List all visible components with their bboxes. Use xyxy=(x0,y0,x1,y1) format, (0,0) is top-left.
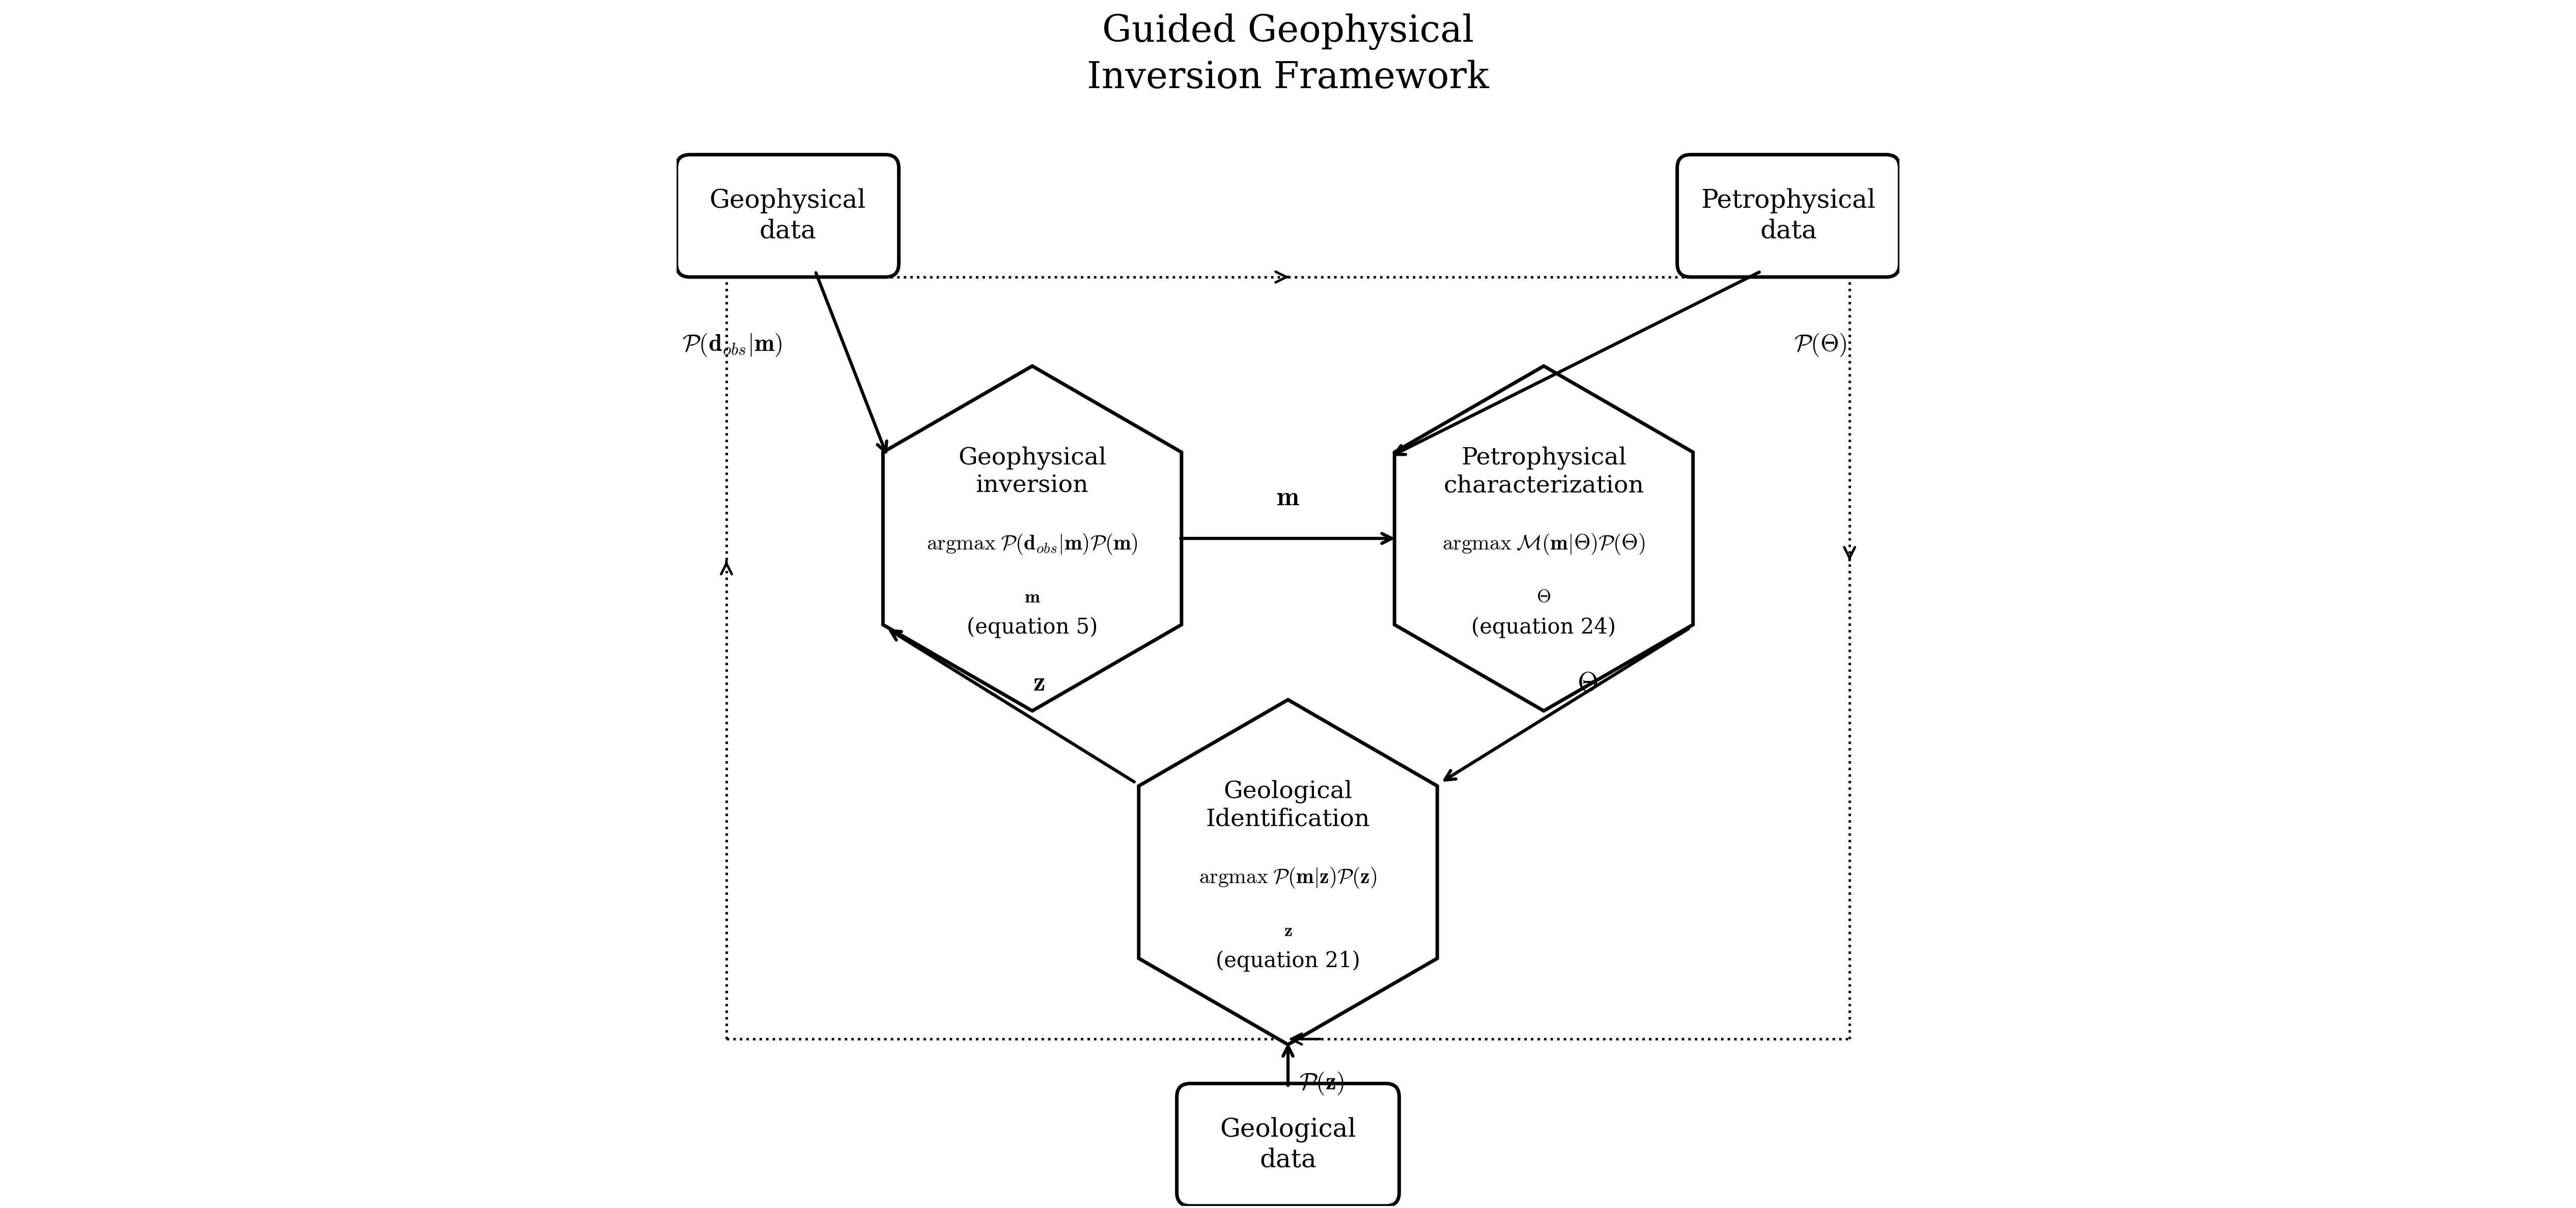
Text: Geological
Identification: Geological Identification xyxy=(1206,780,1370,831)
Text: $\mathrm{argmax}\;\mathcal{P}(\mathbf{d}_{obs}|\mathbf{m})\mathcal{P}(\mathbf{m}: $\mathrm{argmax}\;\mathcal{P}(\mathbf{d}… xyxy=(927,532,1139,556)
Text: Geological
data: Geological data xyxy=(1221,1117,1355,1173)
Text: Petrophysical
data: Petrophysical data xyxy=(1700,188,1875,244)
Text: (equation 24): (equation 24) xyxy=(1471,617,1615,638)
FancyBboxPatch shape xyxy=(1677,155,1899,277)
Text: $\mathrm{argmax}\;\mathcal{P}(\mathbf{m}|\mathbf{z})\mathcal{P}(\mathbf{z})$: $\mathrm{argmax}\;\mathcal{P}(\mathbf{m}… xyxy=(1198,866,1378,889)
Text: $\mathcal{P}(\Theta)$: $\mathcal{P}(\Theta)$ xyxy=(1793,332,1847,358)
Text: $\mathbf{m}$: $\mathbf{m}$ xyxy=(1025,588,1041,606)
Text: Geophysical
data: Geophysical data xyxy=(708,188,866,244)
Text: $\mathbf{z}$: $\mathbf{z}$ xyxy=(1283,922,1293,940)
Polygon shape xyxy=(1139,699,1437,1045)
FancyBboxPatch shape xyxy=(1177,1084,1399,1206)
Polygon shape xyxy=(1394,366,1692,710)
Text: Geophysical
inversion: Geophysical inversion xyxy=(958,446,1105,498)
Text: (equation 21): (equation 21) xyxy=(1216,951,1360,972)
Text: $\mathcal{P}(\mathbf{z})$: $\mathcal{P}(\mathbf{z})$ xyxy=(1298,1070,1345,1097)
Text: Guided Geophysical
Inversion Framework: Guided Geophysical Inversion Framework xyxy=(1087,13,1489,95)
Text: $\mathbf{m}$: $\mathbf{m}$ xyxy=(1275,484,1301,511)
Polygon shape xyxy=(884,366,1182,710)
FancyBboxPatch shape xyxy=(677,155,899,277)
Text: $\mathcal{P}(\mathbf{d}_{obs}|\mathbf{m})$: $\mathcal{P}(\mathbf{d}_{obs}|\mathbf{m}… xyxy=(683,332,783,358)
Text: $\mathrm{argmax}\;\mathcal{M}(\mathbf{m}|\Theta)\mathcal{P}(\Theta)$: $\mathrm{argmax}\;\mathcal{M}(\mathbf{m}… xyxy=(1443,532,1646,556)
Text: $\Theta$: $\Theta$ xyxy=(1577,670,1597,696)
Text: $\Theta$: $\Theta$ xyxy=(1538,588,1551,606)
Text: Petrophysical
characterization: Petrophysical characterization xyxy=(1443,446,1643,498)
Text: (equation 5): (equation 5) xyxy=(966,617,1097,638)
Text: $\mathbf{z}$: $\mathbf{z}$ xyxy=(1033,670,1043,696)
